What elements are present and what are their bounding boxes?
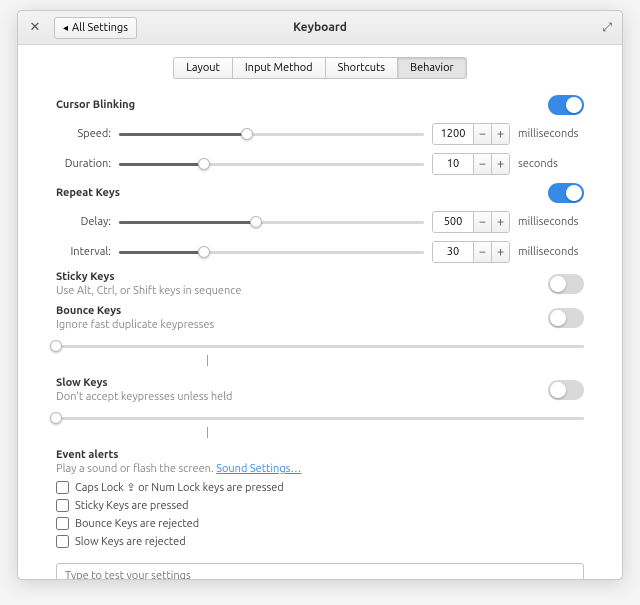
alert-checkbox-1[interactable]: Sticky Keys are pressed: [56, 499, 584, 512]
repeat-delay-input[interactable]: [433, 212, 473, 232]
section-bounce-keys: Bounce Keys Ignore fast duplicate keypre…: [56, 305, 584, 367]
tab-shortcuts[interactable]: Shortcuts: [325, 57, 398, 79]
repeat-interval-row: Interval: − + milliseconds: [56, 241, 584, 263]
alert-check-2[interactable]: [56, 517, 69, 530]
slow-keys-toggle[interactable]: [548, 380, 584, 400]
cursor-blinking-title: Cursor Blinking: [56, 99, 135, 111]
cursor-speed-row: Speed: − + milliseconds: [56, 123, 584, 145]
sticky-keys-title: Sticky Keys: [56, 271, 241, 283]
event-alerts-sub: Play a sound or flash the screen. Sound …: [56, 463, 584, 475]
alert-check-3[interactable]: [56, 535, 69, 548]
alert-label-1: Sticky Keys are pressed: [75, 500, 189, 512]
cursor-duration-unit: seconds: [518, 158, 584, 170]
sound-settings-link[interactable]: Sound Settings…: [216, 463, 301, 475]
cursor-speed-decrement[interactable]: −: [473, 124, 491, 144]
repeat-interval-spinbox: − +: [432, 241, 510, 263]
slow-keys-sub: Don't accept keypresses unless held: [56, 391, 233, 403]
bounce-keys-toggle[interactable]: [548, 308, 584, 328]
cursor-duration-label: Duration:: [56, 158, 111, 170]
sticky-keys-sub: Use Alt, Ctrl, or Shift keys in sequence: [56, 285, 241, 297]
repeat-delay-decrement[interactable]: −: [473, 212, 491, 232]
titlebar: ✕ ◂ All Settings Keyboard ⤢: [18, 11, 622, 45]
tab-input-method[interactable]: Input Method: [232, 57, 326, 79]
bounce-keys-slider[interactable]: [56, 339, 584, 353]
section-sticky-keys: Sticky Keys Use Alt, Ctrl, or Shift keys…: [56, 271, 584, 297]
repeat-delay-row: Delay: − + milliseconds: [56, 211, 584, 233]
back-button[interactable]: ◂ All Settings: [54, 17, 137, 39]
close-icon[interactable]: ✕: [28, 21, 42, 35]
alert-checkbox-2[interactable]: Bounce Keys are rejected: [56, 517, 584, 530]
slow-keys-title: Slow Keys: [56, 377, 233, 389]
repeat-delay-increment[interactable]: +: [491, 212, 509, 232]
cursor-speed-spinbox: − +: [432, 123, 510, 145]
tab-behavior[interactable]: Behavior: [397, 57, 467, 79]
test-input[interactable]: [56, 563, 584, 579]
repeat-interval-input[interactable]: [433, 242, 473, 262]
tab-bar: LayoutInput MethodShortcutsBehavior: [56, 57, 584, 79]
alert-check-1[interactable]: [56, 499, 69, 512]
alert-checkbox-3[interactable]: Slow Keys are rejected: [56, 535, 584, 548]
tab-layout[interactable]: Layout: [173, 57, 233, 79]
cursor-duration-increment[interactable]: +: [491, 154, 509, 174]
repeat-interval-decrement[interactable]: −: [473, 242, 491, 262]
cursor-duration-decrement[interactable]: −: [473, 154, 491, 174]
slow-keys-slider[interactable]: [56, 411, 584, 425]
cursor-speed-label: Speed:: [56, 128, 111, 140]
section-repeat-keys: Repeat Keys Delay: − + milliseconds Inte…: [56, 183, 584, 263]
alert-check-0[interactable]: [56, 481, 69, 494]
cursor-speed-increment[interactable]: +: [491, 124, 509, 144]
maximize-icon[interactable]: ⤢: [602, 21, 612, 35]
section-slow-keys: Slow Keys Don't accept keypresses unless…: [56, 377, 584, 439]
repeat-keys-toggle[interactable]: [548, 183, 584, 203]
content: LayoutInput MethodShortcutsBehavior Curs…: [18, 45, 622, 579]
repeat-interval-slider[interactable]: [119, 245, 424, 259]
back-label: All Settings: [72, 22, 128, 34]
cursor-speed-slider[interactable]: [119, 127, 424, 141]
repeat-interval-unit: milliseconds: [518, 246, 584, 258]
event-alerts-title: Event alerts: [56, 449, 584, 461]
cursor-speed-input[interactable]: [433, 124, 473, 144]
repeat-interval-increment[interactable]: +: [491, 242, 509, 262]
alert-label-2: Bounce Keys are rejected: [75, 518, 199, 530]
cursor-duration-slider[interactable]: [119, 157, 424, 171]
cursor-duration-input[interactable]: [433, 154, 473, 174]
repeat-interval-label: Interval:: [56, 246, 111, 258]
repeat-delay-unit: milliseconds: [518, 216, 584, 228]
cursor-blinking-toggle[interactable]: [548, 95, 584, 115]
chevron-left-icon: ◂: [63, 22, 68, 34]
repeat-delay-label: Delay:: [56, 216, 111, 228]
section-cursor-blinking: Cursor Blinking Speed: − + milliseconds …: [56, 95, 584, 175]
sticky-keys-toggle[interactable]: [548, 274, 584, 294]
cursor-speed-unit: milliseconds: [518, 128, 584, 140]
alert-checkbox-0[interactable]: Caps Lock ⇪ or Num Lock keys are pressed: [56, 481, 584, 494]
cursor-duration-row: Duration: − + seconds: [56, 153, 584, 175]
repeat-delay-spinbox: − +: [432, 211, 510, 233]
bounce-keys-title: Bounce Keys: [56, 305, 214, 317]
alert-label-0: Caps Lock ⇪ or Num Lock keys are pressed: [75, 481, 284, 494]
section-event-alerts: Event alerts Play a sound or flash the s…: [56, 449, 584, 579]
repeat-keys-title: Repeat Keys: [56, 187, 120, 199]
repeat-delay-slider[interactable]: [119, 215, 424, 229]
settings-window: ✕ ◂ All Settings Keyboard ⤢ LayoutInput …: [17, 10, 623, 580]
alert-label-3: Slow Keys are rejected: [75, 536, 186, 548]
cursor-duration-spinbox: − +: [432, 153, 510, 175]
bounce-keys-sub: Ignore fast duplicate keypresses: [56, 319, 214, 331]
